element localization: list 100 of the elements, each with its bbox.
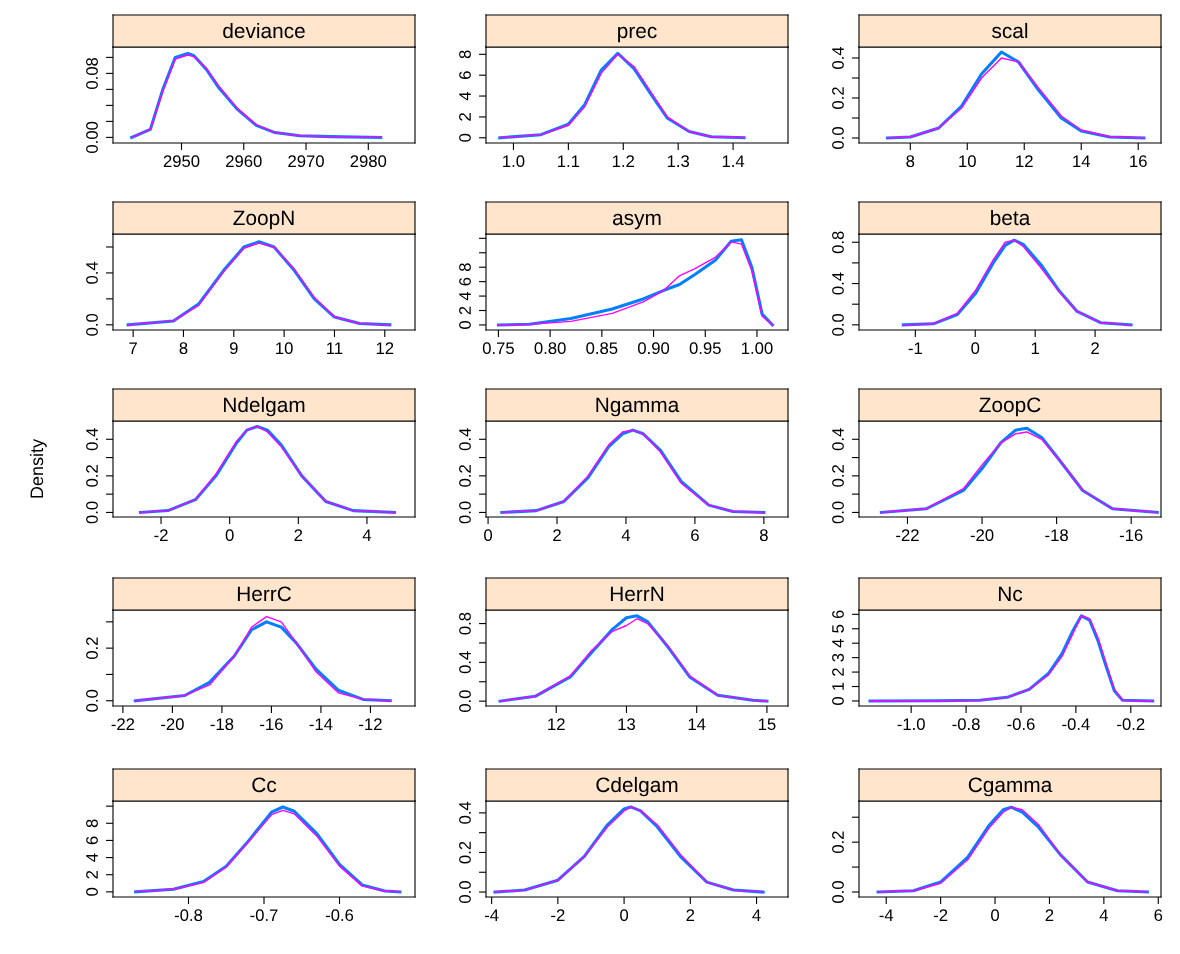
y-tick-label: 8: [459, 50, 471, 59]
y-tick-label: 0.0: [832, 501, 844, 524]
x-tick-label: 4: [752, 909, 761, 921]
y-tick-label: 5: [832, 624, 844, 633]
chart-title: deviance: [223, 22, 305, 39]
x-tick-label: -4: [879, 909, 894, 921]
y-tick-label: 6: [459, 277, 471, 286]
x-tick-label: 8: [906, 155, 915, 168]
y-tick-label: 0.2: [832, 87, 844, 109]
y-tick-label: 2: [86, 870, 98, 879]
x-tick-label: -0.6: [325, 909, 354, 922]
y-tick-label: 0.2: [459, 465, 471, 487]
x-tick-label: 0: [484, 529, 493, 542]
x-tick-label: 9: [229, 342, 238, 355]
x-tick-label: -16: [260, 718, 283, 731]
x-tick-label: 2960: [226, 155, 262, 168]
y-tick-label: 0.0: [459, 881, 471, 903]
y-tick-label: 0.8: [459, 612, 471, 635]
y-tick-label: 4: [86, 853, 98, 862]
x-tick-label: -14: [309, 718, 333, 730]
y-tick-label: 0.8: [832, 231, 844, 254]
x-tick-label: 2950: [163, 155, 200, 168]
x-tick-label: 12: [548, 718, 565, 730]
chart-title: HerrN: [610, 586, 664, 602]
x-tick-label: 4: [1099, 909, 1109, 921]
y-tick-label: 0.2: [86, 465, 98, 487]
x-tick-label: 2: [1091, 342, 1099, 354]
x-tick-label: -0.8: [174, 909, 203, 922]
y-tick-label: 8: [86, 819, 98, 828]
x-tick-label: -22: [111, 718, 135, 730]
chart-title: Nc: [998, 586, 1023, 602]
x-tick-label: 0: [225, 529, 234, 542]
x-tick-label: -1.0: [897, 718, 925, 731]
x-tick-label: 15: [758, 718, 776, 731]
x-tick-label: 1.3: [667, 155, 690, 168]
x-tick-label: 2: [553, 529, 561, 541]
x-tick-label: 2: [1045, 909, 1054, 921]
y-tick-label: 2: [459, 306, 471, 315]
x-tick-label: -18: [1045, 529, 1068, 542]
x-tick-label: 10: [276, 342, 293, 355]
y-tick-label: 0.0: [86, 689, 98, 712]
y-tick-label: 8: [459, 263, 471, 272]
x-tick-label: -0.7: [250, 909, 278, 922]
x-tick-label: -12: [359, 718, 382, 730]
x-tick-label: 2: [686, 909, 695, 921]
y-tick-label: 4: [832, 639, 844, 648]
x-tick-label: 0.80: [534, 342, 566, 355]
x-tick-label: 16: [1130, 155, 1147, 168]
chart-title: asym: [613, 213, 661, 230]
y-tick-label: 0.4: [459, 428, 471, 451]
x-tick-label: 12: [376, 342, 394, 354]
x-tick-label: -2: [154, 529, 168, 541]
y-tick-label: 0.2: [459, 841, 471, 864]
x-tick-label: 4: [362, 529, 372, 541]
x-tick-label: -2: [551, 909, 565, 921]
chart-title: prec: [618, 26, 657, 43]
x-tick-label: -0.4: [1062, 718, 1090, 731]
y-tick-label: 0.0: [86, 501, 98, 524]
y-tick-label: 0.2: [832, 831, 844, 854]
y-tick-label: 0.0: [86, 313, 98, 336]
y-axis-title: Density: [29, 438, 47, 498]
y-tick-label: 0.2: [832, 465, 844, 487]
x-tick-label: 2970: [288, 155, 324, 168]
y-tick-label: 1: [832, 682, 844, 690]
y-tick-label: 0.08: [86, 57, 98, 89]
y-tick-label: 6: [832, 610, 844, 619]
chart-title: Ngamma: [596, 397, 680, 417]
y-tick-label: 0.4: [459, 651, 471, 674]
y-tick-label: 6: [459, 71, 471, 79]
x-tick-label: 0.85: [586, 342, 618, 355]
x-tick-label: -0.8: [952, 718, 980, 731]
x-tick-label: 7: [129, 342, 137, 354]
x-tick-label: 0: [620, 909, 629, 922]
y-tick-label: 0.4: [832, 46, 844, 69]
y-tick-label: 4: [459, 91, 471, 101]
y-tick-label: 0.0: [832, 881, 844, 903]
y-tick-label: 0.00: [86, 121, 98, 153]
x-tick-label: 12: [1016, 155, 1033, 167]
x-tick-label: 1.2: [612, 155, 635, 167]
x-tick-label: -4: [484, 909, 499, 921]
chart-title: HerrC: [237, 586, 291, 602]
x-tick-label: 14: [1073, 155, 1091, 167]
x-tick-label: 14: [688, 718, 706, 730]
x-tick-label: 0.95: [689, 342, 721, 355]
y-tick-label: 0.4: [86, 261, 98, 284]
y-tick-label: 0: [459, 320, 471, 329]
y-tick-label: 2: [832, 668, 844, 676]
x-tick-label: 11: [327, 342, 343, 354]
x-tick-label: 1.00: [742, 342, 773, 355]
y-tick-label: 0.0: [832, 127, 844, 149]
chart-title: Cgamma: [968, 777, 1053, 797]
y-tick-label: 0.4: [86, 428, 98, 451]
y-tick-label: 0.0: [459, 690, 471, 713]
x-tick-label: -16: [1119, 529, 1143, 542]
x-tick-label: 2: [294, 529, 303, 541]
x-tick-label: 13: [618, 718, 635, 731]
x-tick-label: 0.75: [482, 342, 514, 355]
x-tick-label: -0.6: [1007, 718, 1035, 731]
chart-title: Cc: [252, 777, 277, 793]
y-tick-label: 2: [459, 113, 471, 121]
